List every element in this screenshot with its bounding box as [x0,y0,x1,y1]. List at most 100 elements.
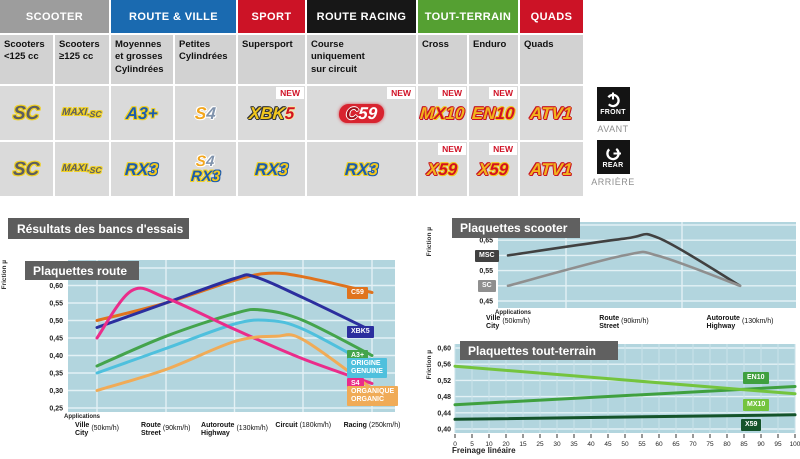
name-line: Autoroute [706,315,740,322]
subcategory-line: Supersport [242,39,293,50]
name-line: City [486,322,500,330]
x-axis-category-speed: (50km/h) [91,425,119,432]
pad-logo: XBK 5 [248,104,295,123]
svg-text:95: 95 [774,441,782,448]
svg-text:40: 40 [587,441,595,448]
pad-logo: C 59 [338,103,385,123]
pad-logo-part: SC [12,102,41,124]
pad-logo-part: C [345,103,359,123]
pad-logo: RX 3 [344,160,378,179]
subcategory-line: Scooters [59,39,100,50]
pad-logo-part: MAXI [61,163,88,174]
pad-logo-part: ATV1 [529,159,574,179]
name-line: Highway [706,322,736,330]
subcategory-cell: Quads [520,35,583,84]
svg-text:0,45: 0,45 [49,336,63,343]
pad-logo-part: RX [254,159,280,179]
svg-text:5: 5 [470,441,474,448]
chart-tout-terrain: 0,60 0,56 0,52 0,48 0,44 0,40 0 5 10 20 15 25 30 35 40… [425,338,800,459]
subcategory-line: Scooters [4,39,45,50]
pad-logo-part: SC [12,158,41,180]
chart-scooter-title: Plaquettes scooter [452,218,580,238]
subcategory-line: <125 cc [4,51,39,63]
svg-text:10: 10 [485,441,493,448]
pad-cell-rear: RX 3 [111,142,173,196]
pad-cell-front: SC [0,86,53,140]
svg-text:80: 80 [723,441,731,448]
route-applications-label: Applications [64,414,101,420]
x-axis-category-name: Ville City [486,315,500,330]
name-line: Autoroute [201,422,235,429]
series-label-line: GENUINE [351,368,383,376]
subcategory-cell: Petites Cylindrées [175,35,236,84]
series-label-line: ORGANIC [351,396,385,404]
x-axis-category-name: Ville City [75,422,89,437]
series-label-line: X59 [745,421,758,428]
x-axis-category-name: Route Street [141,422,161,437]
scooter-applications-label: Applications [495,310,532,316]
series-label-MX10: MX10 [743,399,770,412]
series-label-line: S4 [351,380,360,387]
pad-cell-rear: RX 3 [238,142,305,196]
pad-cell-rear: MAXI -SC [55,142,109,196]
series-label-line: EN10 [747,374,765,381]
pad-logo-part: EN [471,103,497,123]
svg-text:75: 75 [706,441,714,448]
name-line: Highway [201,429,230,437]
x-axis-category-speed: (250km/h) [368,422,401,429]
pad-cell-rear: ATV1 [520,142,583,196]
pad-logo: SC [12,102,41,124]
svg-text:100: 100 [790,441,800,448]
svg-text:0,55: 0,55 [479,268,493,275]
subcategory-line: ≥125 cc [59,51,94,63]
scooter-y-axis-label: Friction µ [426,227,433,257]
series-label-line: C59 [351,289,364,296]
series-label-SC: SC [478,280,496,293]
chart-route: 0,650,600,550,500,450,400,350,300,25 Pla… [0,250,412,459]
svg-text:0,40: 0,40 [437,427,451,434]
pad-cell-rear: RX 3 [307,142,416,196]
pad-logo: M X 10 [420,104,466,123]
series-label-MSC: MSC [475,250,499,263]
pad-logo-part: 3 [148,159,160,179]
name-line: Street [141,429,161,437]
subcategory-cell: Cross [418,35,467,84]
subcategory-cell: Course uniquement sur circuit [307,35,416,84]
pad-logo: MAXI -SC [62,107,102,119]
pad-logo-part: 10 [495,103,516,123]
subcategory-line: uniquement [311,51,365,63]
x-axis-category-speed: (90km/h) [162,425,191,432]
name-line: Ville [486,315,501,322]
pad-logo: RX 3 [254,159,288,179]
svg-text:70: 70 [689,441,697,448]
x-axis-category-name: Autoroute Highway [707,315,740,330]
svg-text:0,40: 0,40 [49,353,63,360]
pad-logo-part: 59 [489,159,510,179]
new-badge: NEW [489,143,517,155]
pad-cell-front: A3+ [111,86,173,140]
category-header: SPORT [238,0,305,33]
section-title: Résultats des bancs d'essais [8,218,189,239]
svg-text:0,30: 0,30 [49,388,63,395]
subcategory-cell: Scooters ≥125 cc [55,35,109,84]
front-brake-icon: FRONT [596,87,630,121]
svg-text:0,56: 0,56 [437,362,451,369]
subcategory-line: Course [311,39,344,50]
svg-text:0,60: 0,60 [49,283,63,290]
subcategory-cell: Supersport [238,35,305,84]
svg-text:25: 25 [536,441,544,448]
x-axis-category-speed: (180km/h) [299,422,332,429]
tt-x-axis-label: Freinage linéaire [452,446,516,455]
pad-logo-part: 59 [357,103,378,123]
name-line: Racing [343,422,367,429]
svg-text:15: 15 [519,441,527,448]
rear-label: REAR [602,162,624,169]
pad-cell-front: NEW M X 10 [418,86,467,140]
subcategory-cell: Moyennes et grosses Cylindrées [111,35,173,84]
series-label-C59: C59 [347,287,368,300]
x-axis-category: Route Street (90km/h) [141,422,190,437]
new-badge: NEW [489,87,517,99]
svg-text:65: 65 [672,441,680,448]
subcategory-line: sur circuit [311,63,357,75]
